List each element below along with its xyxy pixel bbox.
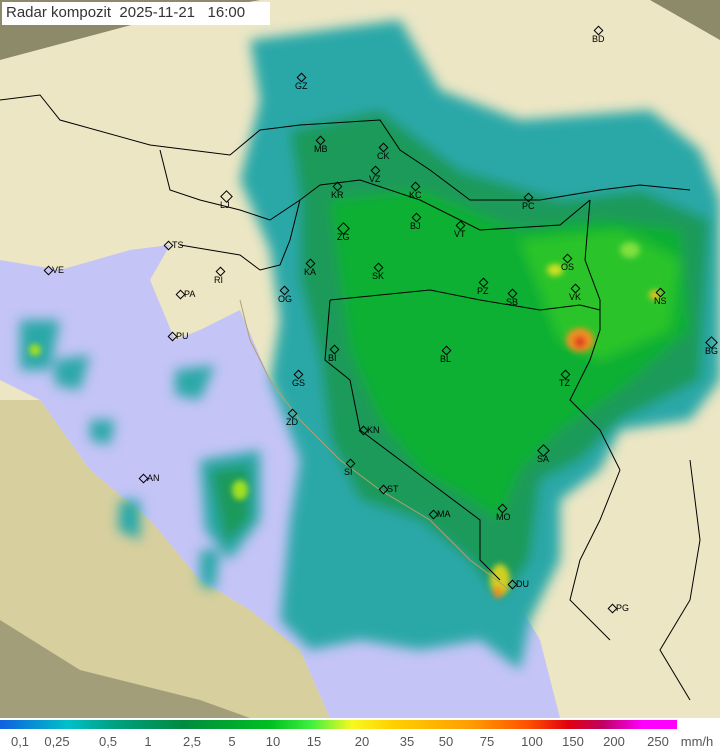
city-label: SB — [506, 297, 519, 307]
legend-tick: 0,5 — [98, 734, 118, 749]
city-label: RI — [214, 275, 223, 285]
city-label: TZ — [559, 378, 570, 388]
legend-tick: 150 — [562, 734, 584, 749]
city-label: MO — [496, 512, 511, 522]
city-label: KR — [331, 190, 344, 200]
country-borders — [0, 94, 701, 701]
city-label: PA — [184, 289, 196, 299]
city-label: MA — [437, 509, 451, 519]
title-label: Radar kompozit — [6, 4, 112, 21]
city-label: PC — [522, 201, 535, 211]
radar-echoes — [20, 20, 720, 670]
city-label: DU — [516, 579, 529, 589]
city-label: KC — [409, 190, 422, 200]
legend-tick: 75 — [479, 734, 495, 749]
city-label: VE — [52, 265, 65, 275]
legend-tick: 15 — [306, 734, 322, 749]
city-label: PG — [616, 603, 630, 613]
city-label: GS — [292, 378, 306, 388]
city-label: VT — [454, 229, 466, 239]
legend-tick: 250 — [647, 734, 669, 749]
legend-tick: 5 — [228, 734, 236, 749]
city-label: BD — [592, 34, 605, 44]
city-label: BG — [705, 346, 719, 356]
legend-tick: 20 — [354, 734, 370, 749]
city-label: VZ — [369, 174, 381, 184]
italy-land — [0, 400, 330, 718]
title-time: 16:00 — [207, 4, 246, 21]
city-label: ZD — [286, 417, 298, 427]
city-label: VK — [569, 292, 582, 302]
city-label: OG — [278, 294, 293, 304]
legend-tick: 200 — [603, 734, 625, 749]
city-label: OS — [561, 262, 575, 272]
coastline-islands — [239, 299, 511, 591]
legend-tick: 1 — [144, 734, 152, 749]
radar-map — [0, 0, 720, 718]
legend-tick: 35 — [399, 734, 415, 749]
city-label: ZG — [337, 232, 350, 242]
legend-unit: mm/h — [680, 734, 714, 749]
city-label: SK — [372, 271, 385, 281]
legend-tick: 0,25 — [44, 734, 70, 749]
legend-tick: 100 — [521, 734, 543, 749]
city-label: PZ — [477, 286, 489, 296]
title-date: 2025-11-21 — [119, 4, 196, 21]
city-label: AN — [147, 473, 160, 483]
city-label: CK — [377, 151, 390, 161]
legend-tick: 2,5 — [182, 734, 202, 749]
city-label: SI — [344, 467, 353, 477]
coverage-edge — [0, 620, 250, 718]
city-label: KN — [367, 425, 380, 435]
city-label: PU — [176, 331, 189, 341]
city-label: GZ — [295, 81, 308, 91]
city-label: NS — [654, 296, 667, 306]
city-label: BL — [440, 354, 452, 364]
city-label: BJ — [410, 221, 421, 231]
city-label: BI — [328, 353, 337, 363]
precipitation-legend: 0,1 0,25 0,5 1 2,5 5 10 15 20 35 50 75 100 150 200 250 … — [0, 718, 720, 751]
city-label: MB — [314, 144, 328, 154]
color-scale-bar — [0, 720, 677, 729]
city-label: SA — [537, 454, 550, 464]
legend-tick: 50 — [438, 734, 454, 749]
map-title: Radar kompozit 2025-11-21 16:00 — [2, 2, 270, 25]
city-label: KA — [304, 267, 317, 277]
city-label: TS — [172, 240, 184, 250]
legend-tick: 0,1 — [10, 734, 30, 749]
city-label: LJ — [220, 200, 230, 210]
city-label: ST — [387, 484, 399, 494]
legend-tick: 10 — [265, 734, 281, 749]
